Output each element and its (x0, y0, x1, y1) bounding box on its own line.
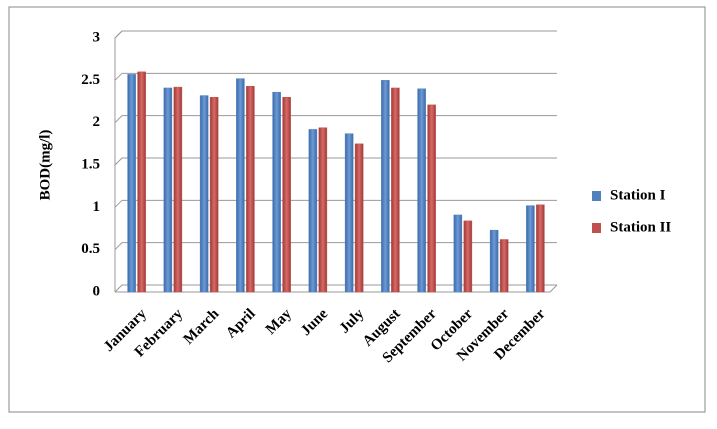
y-tick-label: 0.5 (81, 241, 100, 257)
grid-line (114, 30, 557, 39)
grid-line (114, 284, 557, 293)
grid-line (114, 242, 557, 251)
bar (463, 220, 473, 293)
bar (381, 80, 390, 293)
y-tick-label: 2.5 (81, 72, 100, 88)
grid-line (114, 115, 557, 124)
bar (453, 214, 463, 293)
y-tick-label: 1.5 (81, 156, 100, 172)
bar (391, 87, 400, 293)
bar (236, 78, 245, 293)
bar (427, 104, 436, 293)
x-tick-label: July (337, 306, 368, 337)
bar (536, 204, 545, 293)
bar (499, 239, 509, 293)
y-axis-label: BOD(mg/l) (37, 130, 53, 201)
y-tick-label: 0 (93, 283, 101, 299)
bar (272, 91, 281, 293)
y-tick-label: 3 (93, 29, 101, 45)
bar (417, 88, 426, 293)
bar (489, 229, 499, 293)
bar (318, 127, 328, 293)
bar (173, 86, 183, 293)
bar (199, 95, 209, 293)
x-tick-label: May (263, 306, 295, 338)
bar (526, 205, 535, 293)
y-tick-label: 1 (93, 199, 101, 215)
x-tick-label: March (181, 305, 223, 347)
bar (127, 74, 136, 293)
bar (354, 143, 364, 293)
legend-swatch (592, 191, 601, 201)
bar (282, 97, 291, 293)
grid-line (114, 157, 557, 166)
legend-label: Station I (610, 187, 666, 203)
axis-floor (115, 284, 558, 293)
x-tick-label: April (223, 306, 258, 341)
bar (344, 133, 354, 293)
grid-line (114, 199, 557, 208)
y-tick-label: 2 (93, 114, 101, 130)
x-tick-label: June (298, 306, 331, 339)
legend-swatch (592, 223, 601, 233)
frame (8, 6, 706, 413)
legend-label: Station II (610, 219, 671, 235)
bar (209, 97, 219, 293)
bar (163, 87, 173, 293)
bar (137, 71, 146, 293)
bar (246, 86, 255, 293)
bar (308, 129, 318, 293)
grid-line (114, 72, 557, 81)
